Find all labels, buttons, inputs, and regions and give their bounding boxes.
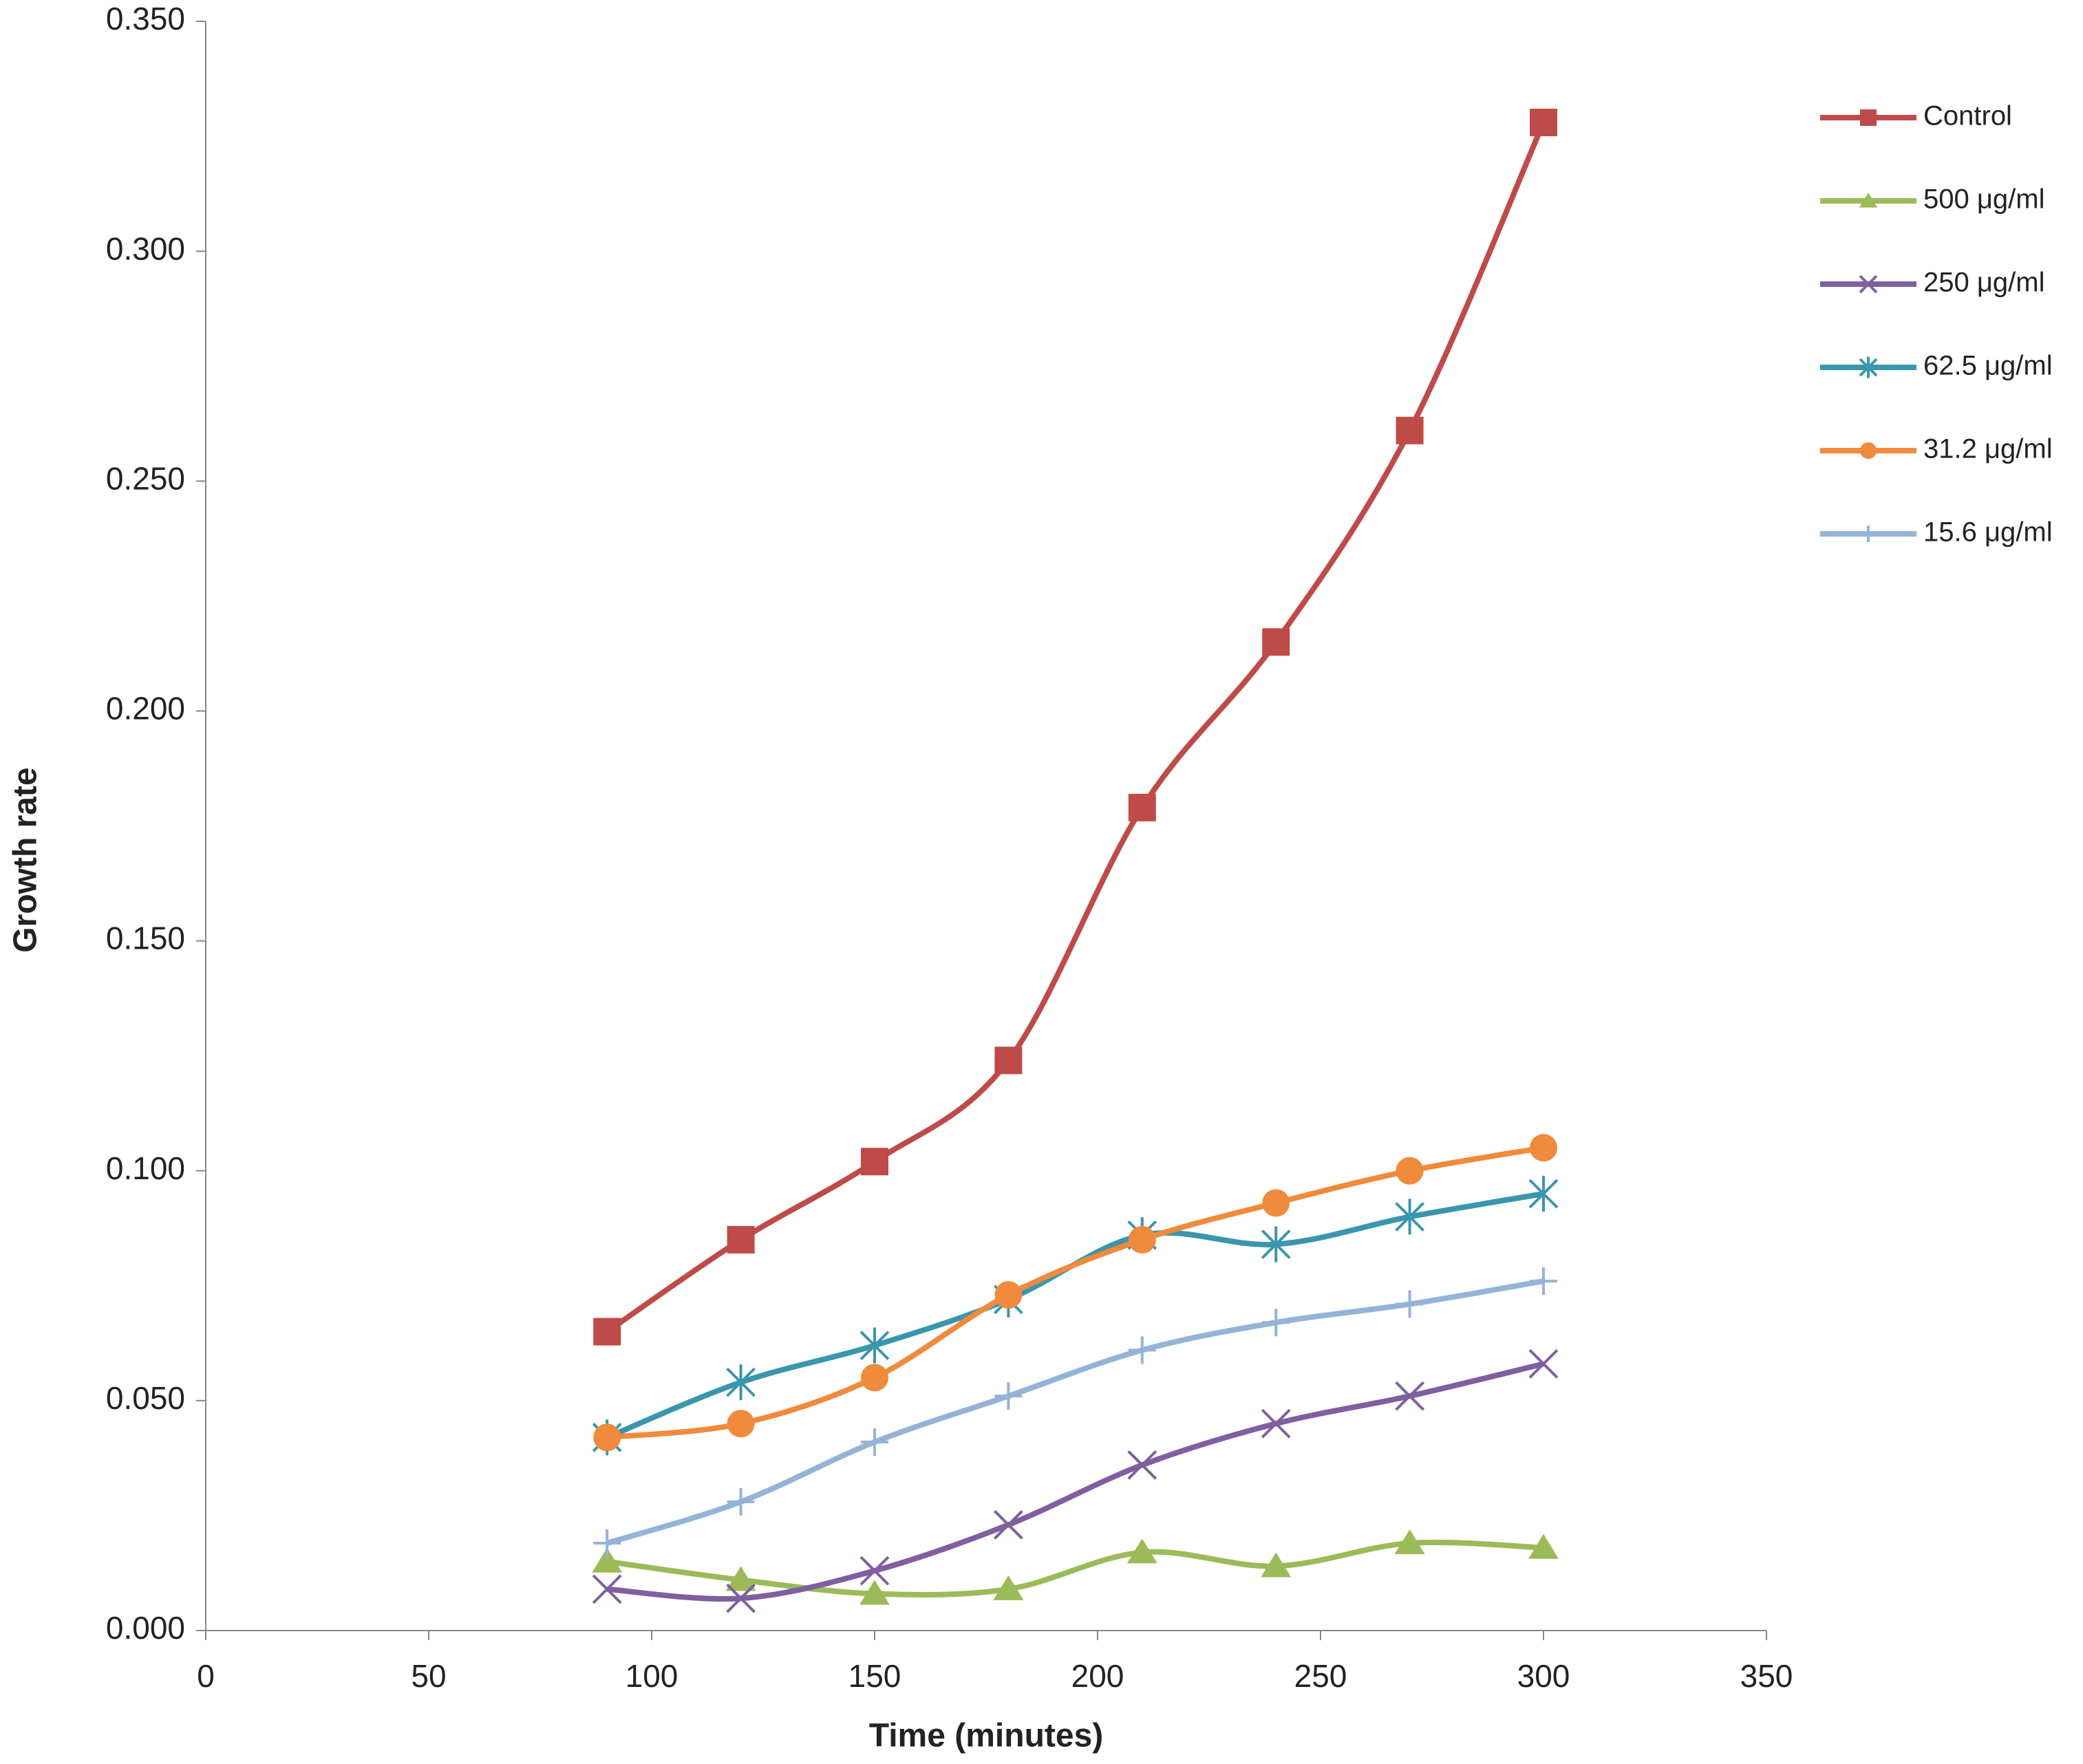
legend-item: 31.2 μg/ml (1820, 434, 2053, 464)
marker (1395, 1381, 1425, 1411)
series-line (606, 1539, 1544, 1598)
marker (1528, 1176, 1559, 1212)
marker (726, 1364, 756, 1401)
marker (727, 1410, 755, 1438)
marker (994, 1281, 1023, 1309)
marker (1859, 275, 1878, 294)
x-tick-label: 350 (1740, 1658, 1793, 1694)
marker (593, 1317, 621, 1346)
marker (1859, 193, 1878, 208)
legend-item: 62.5 μg/ml (1820, 351, 2053, 381)
series-line (606, 1145, 1544, 1441)
marker (1528, 1534, 1559, 1559)
legend-label: 250 μg/ml (1923, 268, 2044, 298)
legend-item: 500 μg/ml (1820, 184, 2044, 215)
y-tick-label: 0.150 (106, 921, 185, 956)
y-tick-label: 0.350 (106, 1, 185, 36)
series (592, 1348, 1559, 1613)
marker (1528, 1348, 1559, 1379)
y-tick-label: 0.200 (106, 691, 185, 727)
marker (1395, 1198, 1425, 1235)
marker (861, 1364, 888, 1392)
marker (1396, 416, 1424, 444)
marker (1262, 1189, 1290, 1217)
series-line (606, 1278, 1544, 1546)
series-line (605, 121, 1546, 1334)
series (592, 1529, 1559, 1605)
marker (1530, 109, 1557, 137)
legend-item: 15.6 μg/ml (1820, 517, 2053, 548)
legend-label: Control (1923, 101, 2012, 131)
legend-label: 500 μg/ml (1923, 184, 2044, 215)
legend-label: 62.5 μg/ml (1923, 351, 2053, 381)
marker (1128, 1336, 1156, 1364)
y-tick-label: 0.300 (106, 230, 185, 266)
y-tick-label: 0.000 (106, 1610, 185, 1646)
x-tick-label: 0 (197, 1658, 215, 1694)
marker (725, 1566, 756, 1591)
series (593, 109, 1557, 1346)
marker (1261, 1552, 1292, 1578)
series-line (606, 1361, 1544, 1602)
marker (1128, 793, 1156, 821)
y-tick-label: 0.050 (106, 1380, 185, 1416)
legend-item: Control (1820, 101, 2012, 131)
y-tick-label: 0.250 (106, 460, 185, 496)
y-axis-title: Growth rate (8, 767, 44, 952)
marker (859, 1327, 890, 1364)
marker (1860, 526, 1877, 542)
x-tick-label: 150 (848, 1658, 901, 1694)
marker (593, 1529, 621, 1558)
marker (1261, 1226, 1291, 1262)
legend-label: 31.2 μg/ml (1923, 434, 2053, 464)
x-tick-label: 300 (1517, 1658, 1570, 1694)
x-tick-label: 100 (626, 1658, 679, 1694)
x-tick-label: 250 (1294, 1658, 1347, 1694)
marker (1262, 628, 1290, 656)
marker (592, 1574, 622, 1604)
x-tick-label: 200 (1071, 1658, 1124, 1694)
marker (1128, 1225, 1156, 1254)
legend-label: 15.6 μg/ml (1923, 517, 2053, 548)
series (593, 1267, 1557, 1558)
marker (726, 1583, 756, 1613)
marker (993, 1575, 1024, 1600)
marker (1261, 1408, 1291, 1439)
marker (994, 1382, 1023, 1410)
series (593, 1134, 1557, 1452)
marker (861, 1148, 888, 1176)
marker (1396, 1157, 1424, 1185)
marker (1860, 109, 1877, 126)
marker (592, 1547, 623, 1573)
marker (1530, 1134, 1557, 1162)
marker (861, 1428, 888, 1456)
marker (1860, 442, 1877, 459)
y-tick-label: 0.100 (106, 1150, 185, 1186)
marker (1859, 356, 1878, 378)
marker (593, 1423, 621, 1452)
marker (1126, 1538, 1157, 1564)
marker (1530, 1267, 1557, 1295)
x-axis-title: Time (minutes) (869, 1718, 1104, 1754)
marker (1396, 1290, 1424, 1318)
marker (1262, 1309, 1290, 1337)
marker (994, 1046, 1023, 1075)
marker (727, 1225, 755, 1254)
marker (727, 1487, 755, 1516)
marker (1127, 1450, 1157, 1480)
legend-item: 250 μg/ml (1820, 268, 2044, 298)
x-tick-label: 50 (411, 1658, 446, 1694)
marker (993, 1509, 1023, 1540)
marker (1394, 1529, 1425, 1555)
marker (859, 1580, 890, 1605)
marker (859, 1556, 890, 1586)
